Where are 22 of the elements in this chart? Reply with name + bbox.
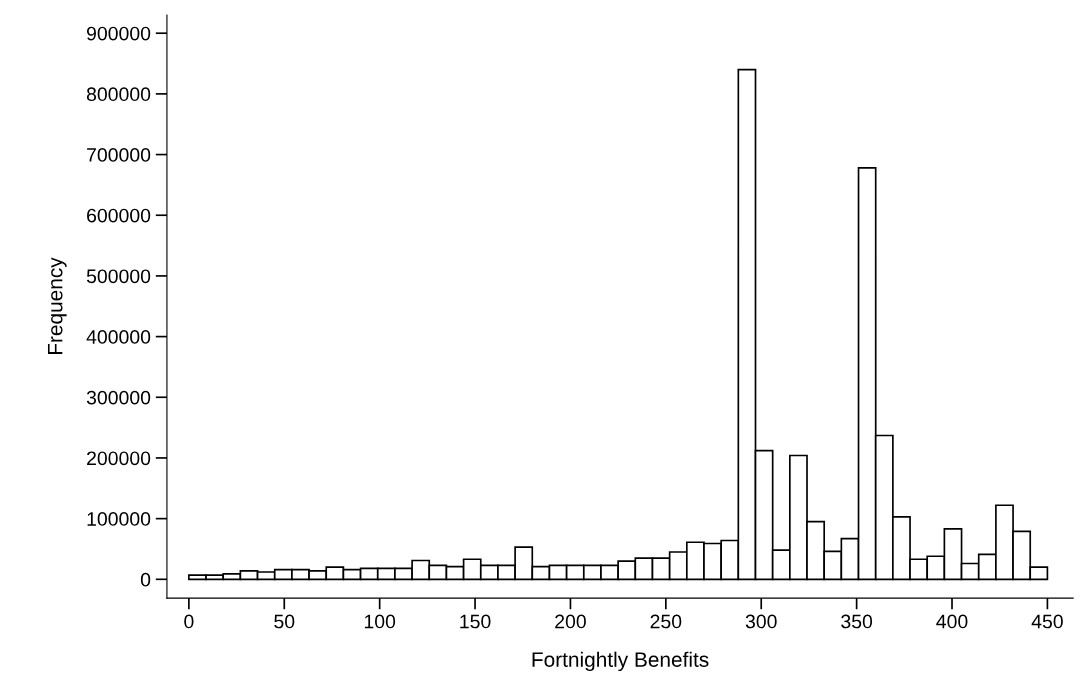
x-tick-label: 250: [650, 614, 682, 629]
x-tick-label: 300: [745, 614, 777, 629]
y-tick-label: 400000: [86, 330, 151, 344]
x-tick-label: 400: [936, 614, 968, 629]
y-tick-label: 700000: [87, 148, 151, 162]
x-tick-label: 150: [460, 614, 491, 629]
y-tick-label: 200000: [87, 451, 151, 466]
x-tick-label: 200: [555, 614, 586, 629]
x-tick-label: 100: [364, 614, 396, 629]
x-tick-label: 50: [274, 614, 295, 629]
x-tick-label: 450: [1031, 614, 1063, 629]
y-tick-label: 500000: [86, 269, 151, 284]
y-tick-label: 0: [140, 572, 151, 587]
y-tick-label: 100000: [87, 512, 151, 526]
y-tick-label: 600000: [87, 208, 151, 223]
y-tick-label: 900000: [87, 26, 151, 41]
x-axis-title: Fortnightly Benefits: [532, 651, 709, 672]
y-tick-label: 300000: [86, 390, 151, 405]
y-axis-title: Frequency: [47, 257, 67, 355]
x-tick-label: 0: [184, 614, 194, 629]
y-tick-label: 800000: [86, 87, 151, 102]
x-tick-label: 350: [841, 614, 873, 629]
